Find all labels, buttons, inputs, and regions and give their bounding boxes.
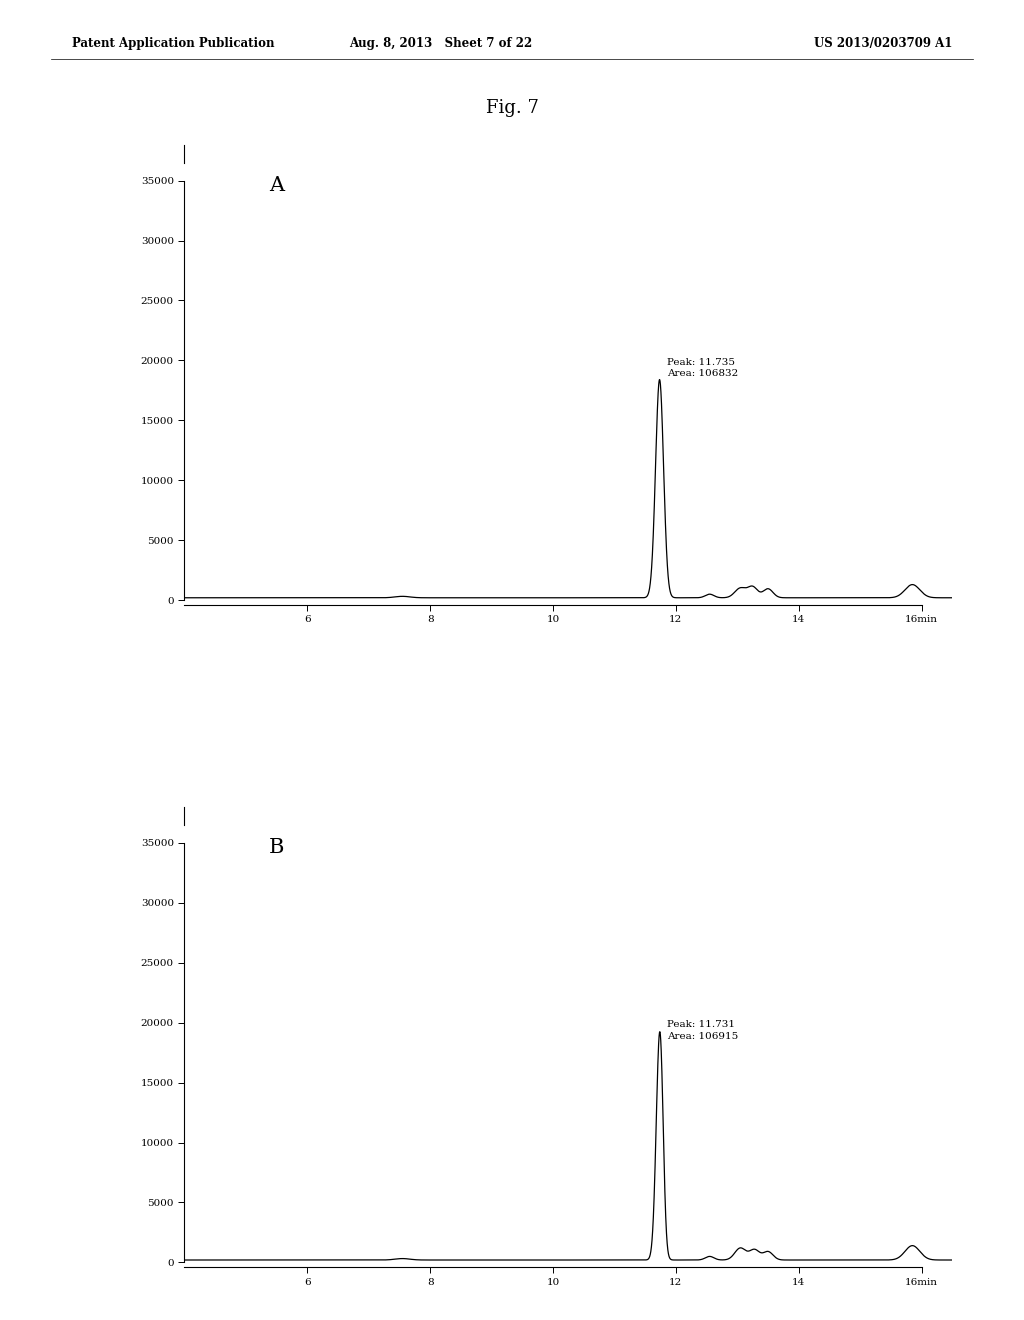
Text: Fig. 7: Fig. 7	[485, 99, 539, 117]
Text: Peak: 11.735
Area: 106832: Peak: 11.735 Area: 106832	[667, 358, 738, 379]
Text: US 2013/0203709 A1: US 2013/0203709 A1	[814, 37, 952, 50]
Text: Patent Application Publication: Patent Application Publication	[72, 37, 274, 50]
Text: Aug. 8, 2013   Sheet 7 of 22: Aug. 8, 2013 Sheet 7 of 22	[349, 37, 531, 50]
Text: B: B	[268, 838, 285, 857]
Text: Peak: 11.731
Area: 106915: Peak: 11.731 Area: 106915	[667, 1020, 738, 1040]
Text: A: A	[268, 176, 284, 195]
